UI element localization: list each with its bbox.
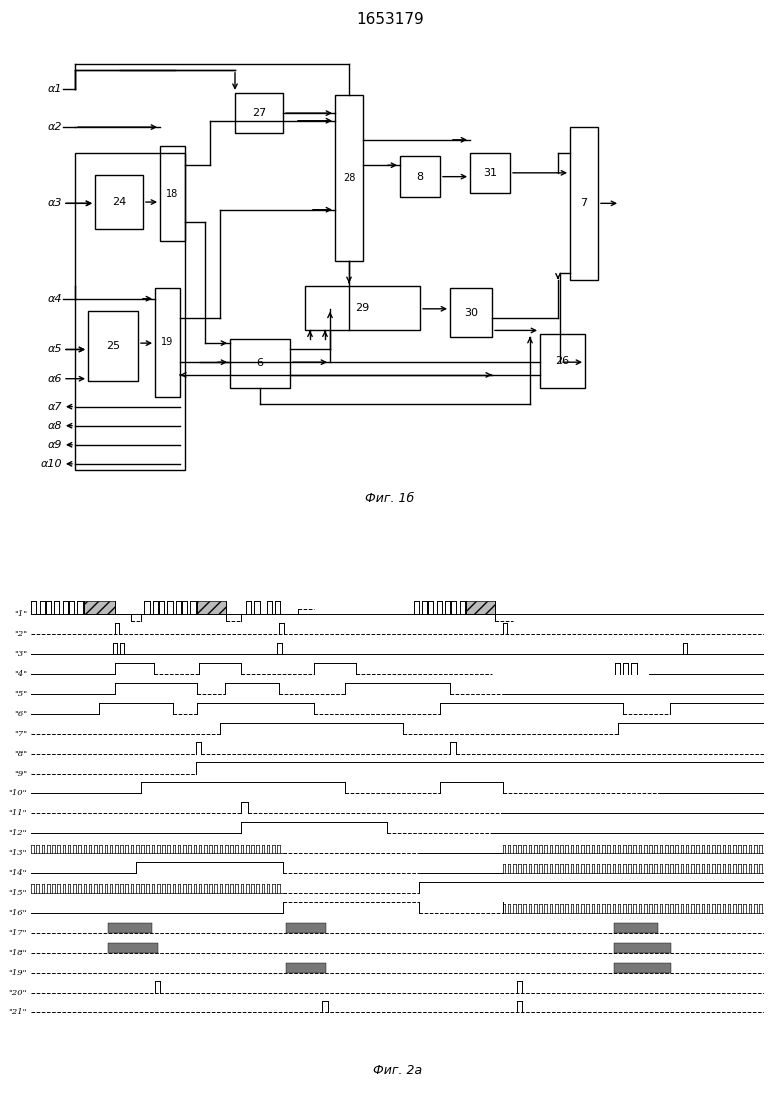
Text: "16": "16" (9, 909, 27, 917)
Bar (83, 601, 115, 614)
Bar (88, 311, 138, 382)
Text: Фиг. 1б: Фиг. 1б (365, 492, 415, 505)
Text: α2: α2 (48, 122, 62, 132)
Text: "4": "4" (14, 670, 27, 678)
Text: 29: 29 (356, 303, 370, 313)
Bar (235, 93, 283, 133)
Text: "19": "19" (9, 968, 27, 976)
Text: Фиг. 2а: Фиг. 2а (374, 1064, 422, 1078)
Text: "6": "6" (14, 710, 27, 718)
Bar (197, 601, 226, 614)
Text: 24: 24 (112, 197, 126, 207)
Text: α10: α10 (41, 459, 62, 469)
Bar (450, 289, 492, 336)
Bar (470, 152, 510, 193)
Text: "14": "14" (9, 869, 27, 877)
Text: 25: 25 (106, 341, 120, 352)
Text: "12": "12" (9, 829, 27, 837)
Bar (400, 157, 440, 197)
Text: α3: α3 (48, 199, 62, 208)
Text: α5: α5 (48, 344, 62, 354)
Bar (108, 923, 151, 933)
Bar (95, 175, 143, 228)
Bar (335, 95, 363, 260)
Bar (160, 147, 185, 242)
Text: "2": "2" (14, 630, 27, 639)
Text: "3": "3" (14, 650, 27, 658)
Bar (305, 286, 420, 331)
Bar (570, 127, 598, 279)
Text: 27: 27 (252, 108, 266, 118)
Text: α4: α4 (48, 293, 62, 303)
Text: 31: 31 (483, 168, 497, 178)
Text: α1: α1 (48, 84, 62, 94)
Text: "21": "21" (9, 1008, 27, 1017)
Text: "17": "17" (9, 929, 27, 936)
Text: "1": "1" (14, 610, 27, 619)
Bar (614, 923, 658, 933)
Text: 8: 8 (417, 172, 424, 182)
Text: α7: α7 (48, 401, 62, 411)
Bar (614, 963, 671, 973)
Text: 18: 18 (166, 189, 179, 199)
Text: α6: α6 (48, 374, 62, 384)
Text: 26: 26 (555, 356, 569, 366)
Text: 28: 28 (343, 173, 355, 183)
Bar (155, 289, 180, 396)
Text: "13": "13" (9, 849, 27, 857)
Text: α8: α8 (48, 420, 62, 431)
Text: 30: 30 (464, 308, 478, 318)
Bar (540, 334, 585, 387)
Text: "9": "9" (14, 770, 27, 778)
Text: "11": "11" (9, 810, 27, 817)
Text: 7: 7 (580, 199, 587, 208)
Text: "5": "5" (14, 690, 27, 698)
Text: "18": "18" (9, 949, 27, 956)
Bar (285, 923, 325, 933)
Text: α9: α9 (48, 440, 62, 450)
Bar (75, 152, 185, 470)
Text: 6: 6 (257, 358, 264, 368)
Text: "8": "8" (14, 750, 27, 758)
Bar (108, 943, 158, 953)
Text: 19: 19 (161, 338, 174, 347)
Text: "20": "20" (9, 988, 27, 997)
Bar (466, 601, 495, 614)
Bar (285, 963, 325, 973)
Text: "15": "15" (9, 889, 27, 897)
Bar (614, 943, 671, 953)
Bar (230, 340, 290, 387)
Text: "7": "7" (14, 730, 27, 738)
Text: "10": "10" (9, 790, 27, 797)
Text: 1653179: 1653179 (356, 11, 424, 26)
